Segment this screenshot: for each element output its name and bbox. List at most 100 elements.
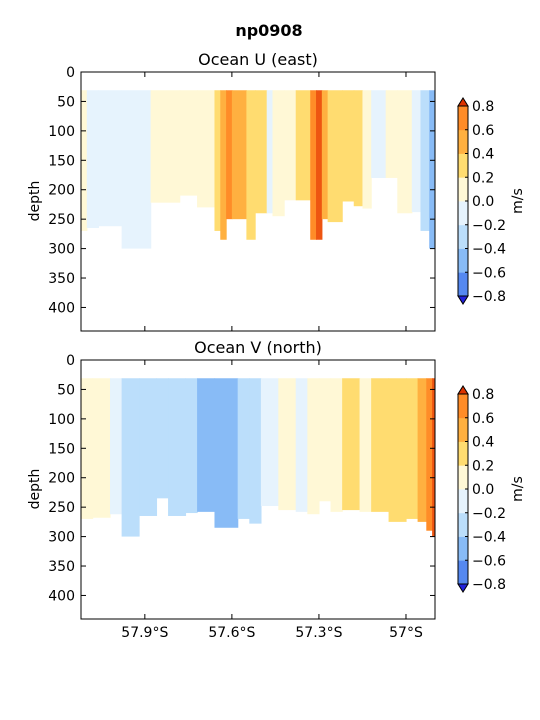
- colorbar-tick-label: 0.0: [472, 194, 494, 210]
- colorbar-tick-label: 0.2: [472, 458, 494, 474]
- contour-band: [359, 378, 372, 512]
- contour-band: [86, 90, 100, 228]
- contour-band: [426, 378, 433, 531]
- y-tick-label: 300: [48, 242, 75, 258]
- contour-band: [342, 378, 361, 511]
- y-tick-label: 400: [48, 588, 75, 604]
- contour-band: [214, 90, 221, 231]
- colorbar-tick-label: 0.2: [472, 170, 494, 186]
- contour-band: [220, 90, 227, 240]
- contour-plot-area: 0 50 100 150 200 250 300 350 400: [48, 65, 436, 332]
- colorbar-segment: [458, 272, 468, 297]
- colorbar-tick-label: 0.8: [472, 387, 494, 403]
- colorbar-label: m/s: [510, 476, 526, 502]
- colorbar-segment: [458, 536, 468, 561]
- y-tick-label: 0: [66, 65, 75, 81]
- colorbar-segment: [458, 489, 468, 514]
- colorbar-extend-max: [457, 97, 469, 107]
- contour-band: [321, 90, 329, 220]
- colorbar: 0.8 0.6 0.4 0.2 0.0 −0.2 −0.4 −0.6 −0.8: [457, 385, 506, 593]
- contour-band: [121, 378, 140, 537]
- colorbar-tick-label: 0.8: [472, 99, 494, 115]
- colorbar-tick-label: −0.2: [472, 218, 506, 234]
- contour-band: [185, 378, 198, 514]
- contour-band: [150, 90, 181, 203]
- x-tick-label: 57.3°S: [295, 625, 342, 641]
- x-tick-label: 57.9°S: [121, 625, 168, 641]
- y-tick-label: 200: [48, 183, 75, 199]
- y-tick-label: 150: [48, 441, 75, 457]
- panel-title: Ocean U (east): [198, 50, 318, 69]
- y-tick-label: 400: [48, 300, 75, 316]
- colorbar-tick-label: −0.6: [472, 265, 506, 281]
- colorbar-label: m/s: [510, 188, 526, 214]
- colorbar-tick-label: −0.8: [472, 289, 506, 305]
- colorbar-segment: [458, 560, 468, 585]
- colorbar-segment: [458, 394, 468, 419]
- y-tick-label: 350: [48, 559, 75, 575]
- colorbar-segment: [458, 177, 468, 202]
- y-tick-label: 200: [48, 471, 75, 487]
- contour-band: [156, 378, 169, 499]
- contour-band: [385, 90, 398, 178]
- contour-band: [81, 378, 94, 519]
- contour-band: [168, 378, 187, 516]
- axes-frame: [80, 71, 436, 332]
- contour-band: [342, 90, 355, 202]
- contour-band: [432, 378, 435, 537]
- y-axis-label: depth: [27, 181, 43, 222]
- contour-band: [405, 378, 419, 519]
- contour-band: [388, 378, 407, 522]
- y-axis-label: depth: [27, 469, 43, 510]
- x-tick-label: 57°S: [389, 625, 423, 641]
- y-tick-label: 300: [48, 530, 75, 546]
- y-tick-label: 50: [57, 382, 75, 398]
- colorbar-tick-label: −0.2: [472, 506, 506, 522]
- colorbar-tick-label: 0.4: [472, 435, 494, 451]
- y-tick-label: 350: [48, 271, 75, 287]
- contour-band: [371, 90, 387, 178]
- contour-band: [417, 378, 427, 522]
- colorbar-tick-label: −0.4: [472, 530, 506, 546]
- contour-band: [429, 90, 435, 249]
- colorbar-tick-label: 0.0: [472, 482, 494, 498]
- colorbar-segment: [458, 201, 468, 226]
- contour-band: [295, 378, 308, 512]
- contour-band: [318, 378, 332, 502]
- panel-title: Ocean V (north): [194, 338, 322, 357]
- colorbar-segment: [458, 417, 468, 442]
- x-tick-label: 57.6°S: [208, 625, 255, 641]
- contour-band: [197, 378, 216, 512]
- contour-band: [249, 378, 262, 524]
- contour-band: [397, 90, 413, 214]
- contour-band: [310, 90, 317, 240]
- contour-band: [353, 90, 364, 207]
- colorbar-extend-min: [457, 583, 469, 593]
- contour-band: [327, 90, 343, 223]
- contour-band: [197, 90, 216, 208]
- colorbar-tick-label: −0.8: [472, 577, 506, 593]
- colorbar-segment: [458, 106, 468, 131]
- contour-band: [266, 90, 274, 214]
- contour-band: [330, 378, 343, 512]
- colorbar-segment: [458, 153, 468, 178]
- y-tick-label: 250: [48, 500, 75, 516]
- y-tick-label: 50: [57, 94, 75, 110]
- contour-band: [179, 90, 198, 196]
- y-tick-label: 250: [48, 212, 75, 228]
- contour-band: [278, 378, 297, 511]
- contour-band: [316, 90, 323, 240]
- contour-band: [226, 90, 233, 220]
- colorbar-segment: [458, 129, 468, 154]
- contour-band: [139, 378, 158, 516]
- figure-suptitle: np0908: [235, 21, 302, 40]
- panel-ocean-u: Ocean U (east) 050100150200250300350400 …: [27, 50, 526, 332]
- colorbar-tick-label: 0.4: [472, 147, 494, 163]
- colorbar-segment: [458, 465, 468, 490]
- colorbar-segment: [458, 224, 468, 249]
- panel-ocean-v: Ocean V (north) 0 50 100 150 200 250 300 350 400…: [27, 338, 526, 641]
- y-tick-label: 100: [48, 124, 75, 140]
- colorbar: 0.8 0.6 0.4 0.2 0.0 −0.2 −0.4 −0.6 −0.8: [457, 97, 506, 305]
- y-tick-label: 100: [48, 412, 75, 428]
